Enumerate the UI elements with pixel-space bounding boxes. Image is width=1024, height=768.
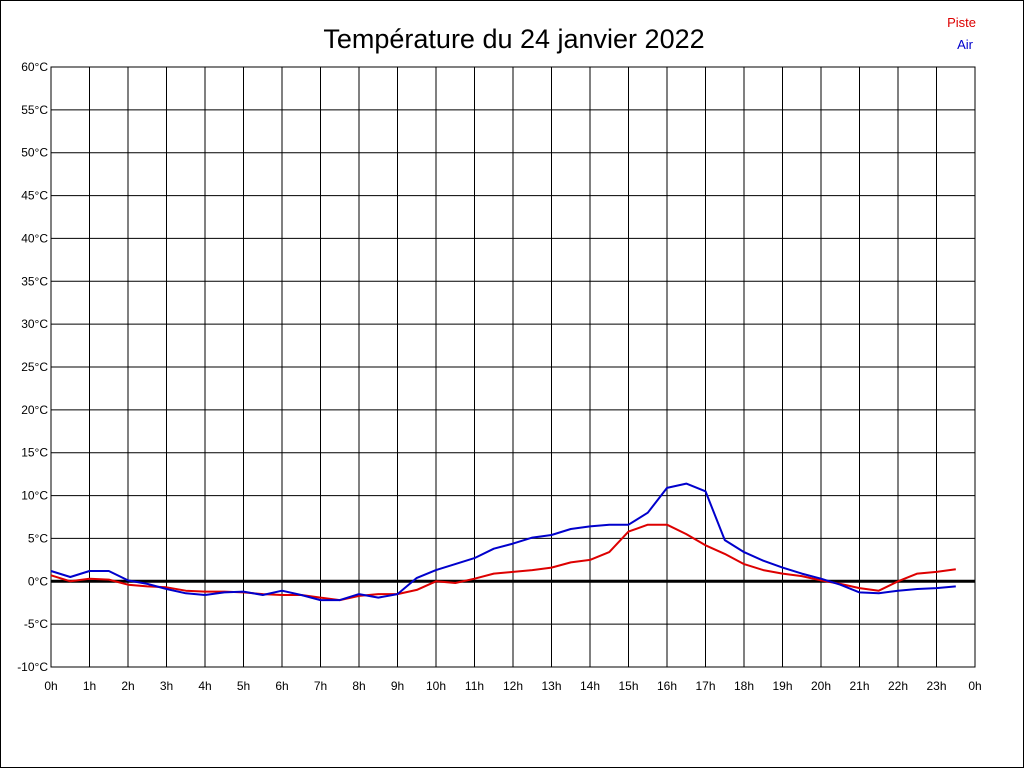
plot-area-border [50, 66, 976, 668]
x-tick-label: 23h [926, 679, 946, 693]
series-line-air [50, 482, 956, 602]
x-tick-label: 6h [275, 679, 288, 693]
x-tick-label: 12h [503, 679, 523, 693]
y-tick-label: 60°C [21, 60, 48, 74]
x-tick-label: 1h [83, 679, 96, 693]
y-tick-label: 25°C [21, 360, 48, 374]
x-tick-label: 0h [968, 679, 981, 693]
y-tick-label: 40°C [21, 231, 48, 245]
legend-item-air: Air [957, 37, 974, 52]
y-tick-label: 20°C [21, 403, 48, 417]
x-tick-label: 2h [121, 679, 134, 693]
y-axis-tick-labels: -10°C -5°C 0°C 5°C 10°C 15°C 20°C 25°C 30°C 35°C 4… [17, 60, 48, 674]
x-tick-label: 19h [772, 679, 792, 693]
y-tick-label: 50°C [21, 146, 48, 160]
x-tick-label: 13h [541, 679, 561, 693]
y-tick-label: 30°C [21, 317, 48, 331]
y-tick-label: 55°C [21, 103, 48, 117]
series-line-piste [50, 523, 956, 602]
x-tick-label: 10h [426, 679, 446, 693]
x-tick-label: 8h [352, 679, 365, 693]
chart-title: Température du 24 janvier 2022 [323, 24, 704, 54]
series-lines [50, 482, 956, 602]
x-tick-label: 11h [465, 679, 484, 693]
y-tick-label: 0°C [28, 574, 48, 588]
x-tick-label: 22h [888, 679, 908, 693]
y-tick-label: -5°C [24, 617, 48, 631]
x-tick-label: 7h [314, 679, 327, 693]
grid-lines [50, 66, 976, 668]
legend: Piste Air [947, 15, 976, 52]
y-tick-label: 10°C [21, 489, 48, 503]
y-tick-label: 5°C [28, 531, 48, 545]
x-tick-label: 16h [657, 679, 677, 693]
x-tick-label: 9h [391, 679, 404, 693]
y-tick-label: 35°C [21, 274, 48, 288]
x-tick-label: 0h [44, 679, 57, 693]
x-tick-label: 20h [811, 679, 831, 693]
legend-item-piste: Piste [947, 15, 976, 30]
x-tick-label: 5h [237, 679, 250, 693]
x-tick-label: 17h [695, 679, 715, 693]
y-tick-label: 15°C [21, 446, 48, 460]
x-tick-label: 4h [198, 679, 211, 693]
y-tick-label: -10°C [17, 660, 48, 674]
x-tick-label: 14h [580, 679, 600, 693]
x-axis-tick-labels: 0h 1h 2h 3h 4h 5h 6h 7h 8h 9h 10h 11h 12h 13h 14h 15h 16… [44, 679, 981, 693]
x-tick-label: 21h [849, 679, 869, 693]
x-tick-label: 15h [618, 679, 638, 693]
y-tick-label: 45°C [21, 189, 48, 203]
x-tick-label: 18h [734, 679, 754, 693]
x-tick-label: 3h [160, 679, 173, 693]
